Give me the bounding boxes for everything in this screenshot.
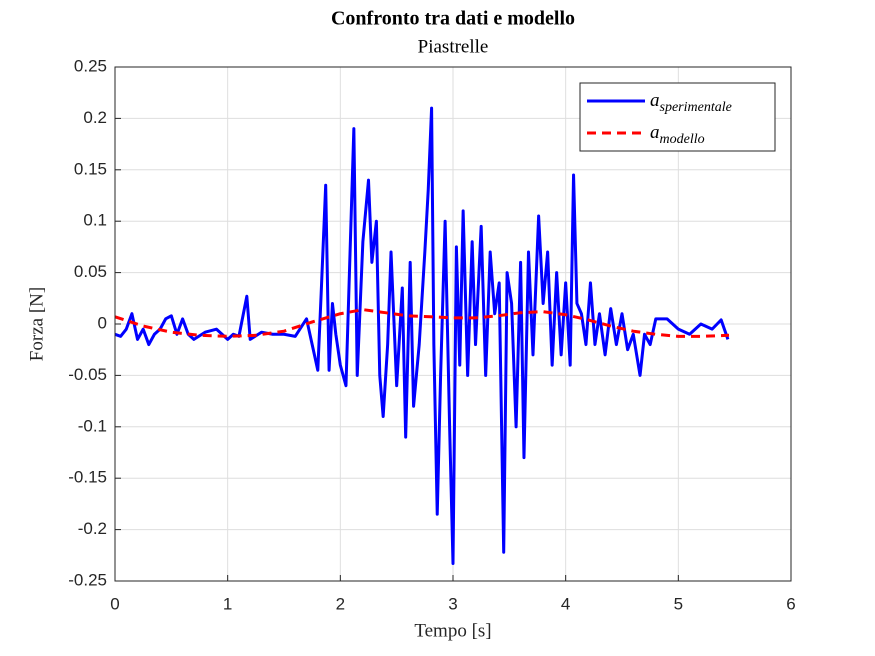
ticks: 0 1 2 3 4 5 6 -0.25 -0.2 -0.15 -0.1 -0.05 0 0.05 0.1 0.… — [68, 56, 795, 613]
legend-label: asperimentale — [650, 90, 732, 115]
legend-box — [579, 82, 776, 152]
x-tick-label: 1 — [223, 594, 232, 613]
x-tick-label: 0 — [110, 594, 119, 613]
chart-subtitle: Piastrelle — [418, 36, 489, 57]
y-tick-label: -0.2 — [78, 519, 107, 538]
legend-label-subscript: sperimentale — [660, 100, 732, 115]
y-axis-label: Forza [N] — [26, 287, 47, 361]
y-tick-label: -0.05 — [68, 365, 107, 384]
x-tick-label: 3 — [448, 594, 457, 613]
y-tick-label: -0.1 — [78, 416, 107, 435]
y-tick-label: 0 — [98, 313, 107, 332]
y-tick-label: -0.15 — [68, 468, 107, 487]
legend-label: amodello — [650, 122, 705, 147]
y-tick-label: -0.25 — [68, 570, 107, 589]
y-tick-label: 0.05 — [74, 262, 107, 281]
y-tick-label: 0.25 — [74, 56, 107, 75]
legend-label-main: a — [650, 122, 660, 143]
legend-label-main: a — [650, 90, 660, 111]
y-tick-label: 0.1 — [83, 211, 107, 230]
y-tick-label: 0.15 — [74, 159, 107, 178]
chart-title: Confronto tra dati e modello — [331, 8, 575, 30]
plot-area — [114, 106, 730, 566]
x-axis-label: Tempo [s] — [414, 620, 491, 641]
legend-label-subscript: modello — [660, 132, 705, 147]
series-line — [114, 308, 730, 338]
y-tick-label: 0.2 — [83, 108, 107, 127]
x-tick-label: 4 — [561, 594, 570, 613]
x-tick-label: 2 — [336, 594, 345, 613]
x-tick-label: 6 — [786, 594, 795, 613]
x-tick-label: 5 — [674, 594, 683, 613]
